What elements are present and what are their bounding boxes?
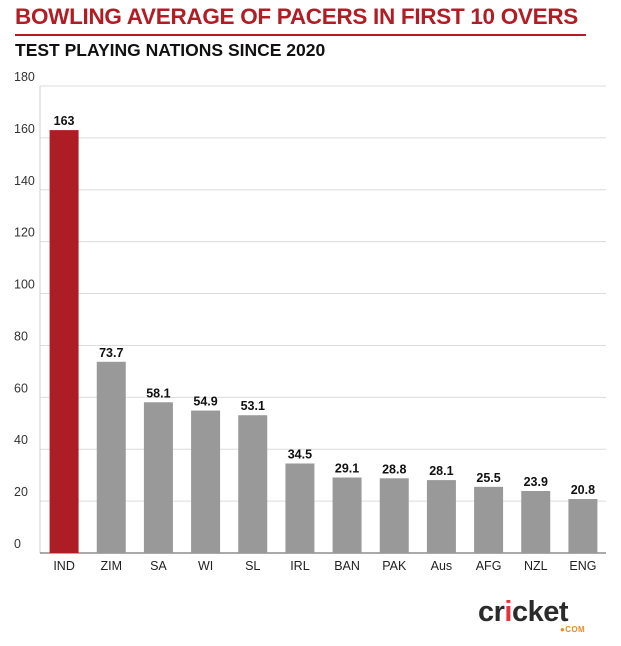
bar	[332, 477, 362, 553]
bar	[191, 410, 221, 553]
x-tick-label: SL	[245, 559, 260, 573]
bar	[96, 361, 126, 553]
data-label: 29.1	[335, 462, 359, 476]
y-tick-label: 60	[14, 381, 28, 395]
x-tick-label: Aus	[431, 559, 453, 573]
data-label: 58.1	[146, 386, 170, 400]
data-label: 163	[54, 114, 75, 128]
bar	[379, 478, 409, 553]
data-label: 34.5	[288, 447, 312, 461]
bar	[143, 402, 173, 553]
x-tick-label: AFG	[476, 559, 502, 573]
bar	[474, 486, 504, 553]
data-label: 20.8	[571, 483, 595, 497]
y-tick-label: 180	[14, 70, 35, 84]
bar	[568, 499, 598, 553]
bar	[49, 130, 79, 553]
y-tick-label: 40	[14, 433, 28, 447]
y-tick-label: 120	[14, 226, 35, 240]
y-tick-label: 80	[14, 329, 28, 343]
bar	[238, 415, 268, 553]
x-tick-label: SA	[150, 559, 167, 573]
y-tick-label: 140	[14, 174, 35, 188]
x-tick-label: BAN	[334, 559, 360, 573]
bar	[426, 480, 456, 553]
logo-suffix: ●COM	[560, 625, 586, 634]
bar	[521, 490, 551, 553]
data-label: 54.9	[193, 395, 217, 409]
data-label: 53.1	[241, 399, 265, 413]
y-tick-label: 100	[14, 278, 35, 292]
title-underline	[15, 34, 586, 36]
x-tick-label: IRL	[290, 559, 310, 573]
x-tick-label: ZIM	[100, 559, 122, 573]
x-tick-label: NZL	[524, 559, 548, 573]
y-tick-label: 0	[14, 537, 21, 551]
chart-subtitle: TEST PLAYING NATIONS SINCE 2020	[15, 40, 326, 60]
bar	[285, 463, 315, 553]
x-tick-label: ENG	[569, 559, 596, 573]
x-tick-label: PAK	[382, 559, 407, 573]
data-label: 28.1	[429, 464, 453, 478]
data-label: 25.5	[476, 471, 500, 485]
logo-wordmark: cricket	[478, 596, 569, 628]
cricket-com-logo: cricket ●COM	[478, 596, 598, 636]
data-label: 28.8	[382, 462, 406, 476]
x-tick-label: WI	[198, 559, 213, 573]
data-label: 73.7	[99, 346, 123, 360]
x-tick-label: IND	[53, 559, 75, 573]
y-tick-label: 160	[14, 122, 35, 136]
chart-title: BOWLING AVERAGE OF PACERS IN FIRST 10 OV…	[15, 4, 578, 29]
data-label: 23.9	[524, 475, 548, 489]
y-tick-label: 20	[14, 485, 28, 499]
